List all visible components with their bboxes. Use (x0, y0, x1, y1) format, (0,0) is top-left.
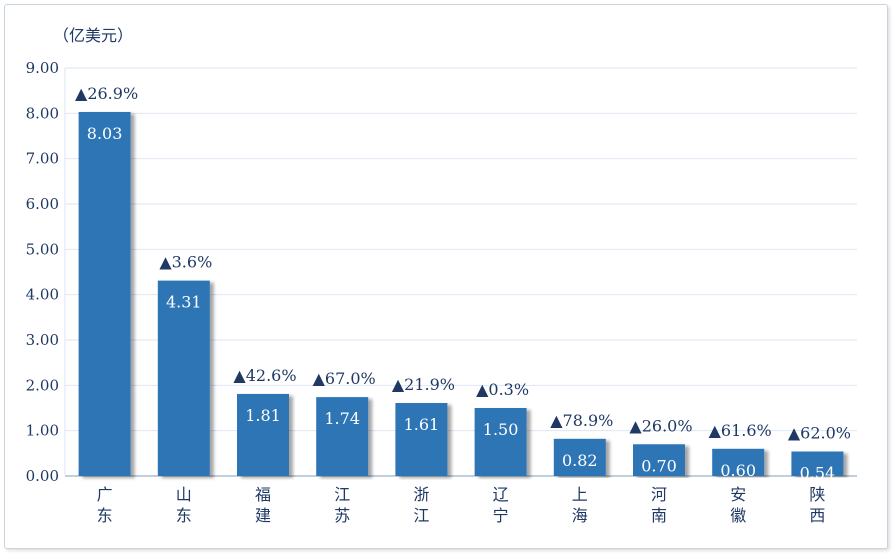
growth-label: ▲62.0% (788, 424, 851, 443)
x-tick-label: 福建 (255, 485, 271, 525)
bar-value-label: 1.50 (483, 420, 519, 439)
y-tick-label: 6.00 (26, 195, 59, 213)
y-tick-label: 1.00 (26, 422, 59, 440)
x-tick-label: 辽宁 (493, 485, 509, 525)
bar-value-label: 1.81 (245, 406, 281, 425)
x-tick-label: 广东 (97, 485, 113, 525)
growth-label: ▲67.0% (313, 369, 376, 388)
bar (316, 397, 369, 476)
y-tick-label: 7.00 (26, 150, 59, 168)
y-tick-label: 4.00 (26, 286, 59, 304)
bar-value-label: 0.82 (562, 451, 598, 470)
y-tick-label: 3.00 (26, 331, 59, 349)
bar-value-label: 0.60 (720, 461, 756, 480)
bar (157, 280, 210, 476)
bar-value-label: 0.54 (800, 464, 836, 483)
growth-label: ▲26.0% (629, 416, 692, 435)
bar (78, 111, 131, 477)
y-tick-label: 0.00 (26, 467, 59, 485)
x-tick-label: 浙江 (413, 485, 429, 525)
x-tick-label: 安徽 (730, 485, 746, 525)
y-tick-label: 9.00 (26, 59, 59, 77)
x-tick-label: 河南 (651, 485, 667, 525)
bars (78, 111, 844, 477)
chart-frame: （亿美元） 0.00 1.00 2.00 3.00 4.00 5.00 6.00 7.00 8.… (4, 4, 888, 549)
x-tick-label: 上海 (572, 485, 588, 525)
bar-value-label: 8.03 (87, 124, 123, 143)
bar-value-label: 4.31 (166, 293, 202, 312)
growth-label: ▲78.9% (550, 411, 613, 430)
x-tick-label: 江苏 (334, 485, 350, 525)
bar (633, 444, 685, 476)
y-tick-label: 2.00 (26, 376, 59, 394)
x-tick-label: 山东 (176, 485, 192, 525)
y-axis-unit-label: （亿美元） (53, 26, 133, 45)
bar-value-label: 0.70 (641, 456, 677, 475)
bar (474, 408, 527, 476)
data-labels: 8.03 ▲26.9% 4.31 ▲3.6% 1.81 ▲42.6% 1.74 ▲67.0% 1… (75, 84, 851, 483)
y-tick-label: 5.00 (26, 240, 59, 258)
growth-label: ▲3.6% (159, 253, 212, 272)
y-tick-label: 8.00 (26, 104, 59, 122)
bar (553, 438, 606, 476)
y-axis-ticks: 0.00 1.00 2.00 3.00 4.00 5.00 6.00 7.00 8.00 9.00 (26, 59, 59, 485)
growth-label: ▲61.6% (709, 421, 772, 440)
bar (712, 448, 765, 476)
bar (791, 451, 844, 476)
growth-label: ▲0.3% (476, 380, 529, 399)
bar-value-label: 1.74 (324, 409, 360, 428)
growth-label: ▲26.9% (75, 84, 138, 103)
x-tick-label: 陕西 (809, 485, 825, 525)
x-axis-ticks: 广东 山东 福建 江苏 浙江 辽宁 上海 河南 安徽 陕西 (97, 485, 826, 525)
growth-label: ▲42.6% (233, 366, 296, 385)
bar-chart: （亿美元） 0.00 1.00 2.00 3.00 4.00 5.00 6.00 7.00 8.… (26, 26, 857, 525)
bar (237, 393, 289, 476)
bar (395, 403, 448, 476)
growth-label: ▲21.9% (392, 375, 455, 394)
bar-value-label: 1.61 (404, 415, 440, 434)
